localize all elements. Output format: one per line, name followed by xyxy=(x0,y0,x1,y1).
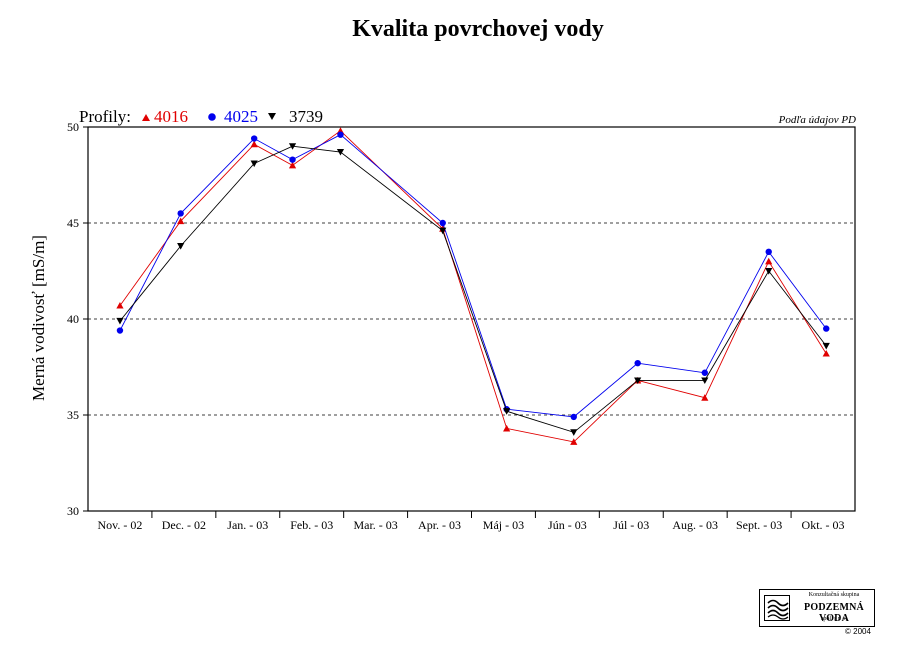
data-point-4025 xyxy=(439,219,446,227)
data-point-3739 xyxy=(116,317,124,325)
data-point-4016 xyxy=(822,349,830,357)
x-tick-label: Máj - 03 xyxy=(483,518,524,532)
data-point-3739 xyxy=(250,160,258,168)
data-point-3739 xyxy=(439,227,447,235)
x-tick-label: Mar. - 03 xyxy=(353,518,397,532)
logo-line-3: spol. s r. o. xyxy=(820,616,847,622)
data-point-4016 xyxy=(570,438,578,445)
data-point-3739 xyxy=(336,148,345,156)
series-3739 xyxy=(116,143,830,436)
data-point-4016 xyxy=(701,394,709,401)
legend-title: Profily: xyxy=(79,107,131,126)
y-tick-label: 45 xyxy=(67,216,79,230)
data-point-4016 xyxy=(765,257,773,265)
x-tick-label: Jan. - 03 xyxy=(227,518,268,532)
company-logo: Konzultačná skupina PODZEMNÁ VODA spol. … xyxy=(759,589,875,627)
legend-marker-4016 xyxy=(142,114,150,121)
copyright-text: © 2004 xyxy=(845,627,871,636)
legend-label-4025: 4025 xyxy=(224,107,258,126)
y-axis-ticks: 30 35 40 45 50 xyxy=(67,120,88,518)
data-point-4016 xyxy=(503,424,511,432)
series-4025 xyxy=(116,131,830,421)
data-point-4025 xyxy=(250,135,258,142)
y-tick-label: 40 xyxy=(67,312,79,326)
x-tick-label: Nov. - 02 xyxy=(98,518,143,532)
data-point-3739 xyxy=(765,268,773,275)
data-point-4016 xyxy=(250,140,258,148)
data-point-4025 xyxy=(765,248,772,255)
gridlines xyxy=(88,222,855,416)
data-point-3739 xyxy=(288,143,297,150)
data-point-3739 xyxy=(634,377,642,385)
logo-line-1: Konzultačná skupina xyxy=(808,592,860,598)
logo-mark-icon xyxy=(764,595,790,621)
source-note: Podľa údajov PD xyxy=(778,114,856,126)
series-line-3739 xyxy=(119,145,827,433)
legend-marker-3739 xyxy=(268,113,276,120)
x-axis-ticks: Nov. - 02 Dec. - 02 Jan. - 03 Feb. - 03 Mar.… xyxy=(98,511,845,532)
data-point-4025 xyxy=(116,327,124,334)
data-point-4025 xyxy=(570,413,577,421)
series-line-4025 xyxy=(119,134,827,418)
data-point-4025 xyxy=(177,210,184,217)
x-tick-label: Feb. - 03 xyxy=(290,518,333,532)
y-tick-label: 50 xyxy=(67,120,79,134)
x-tick-label: Apr. - 03 xyxy=(418,518,461,532)
data-point-3739 xyxy=(503,408,511,415)
x-tick-label: Dec. - 02 xyxy=(162,518,206,532)
y-tick-label: 35 xyxy=(67,408,79,422)
data-point-4016 xyxy=(116,301,124,309)
data-point-4025 xyxy=(823,325,830,332)
data-series xyxy=(116,127,830,445)
x-tick-label: Júl - 03 xyxy=(613,518,649,532)
chart-title: Kvalita povrchovej vody xyxy=(352,16,604,42)
x-tick-label: Jún - 03 xyxy=(548,518,587,532)
data-point-4016 xyxy=(177,217,185,225)
x-tick-label: Aug. - 03 xyxy=(672,518,718,532)
data-point-3739 xyxy=(570,429,578,436)
data-point-4016 xyxy=(288,161,297,169)
data-point-3739 xyxy=(177,243,185,250)
legend-marker-4025 xyxy=(208,113,216,121)
data-point-4025 xyxy=(634,359,641,367)
legend-label-4016: 4016 xyxy=(154,107,188,126)
data-point-4025 xyxy=(337,131,344,138)
data-point-3739 xyxy=(822,342,830,350)
plot-frame xyxy=(87,126,856,512)
y-axis-label: Merná vodivosť [mS/m] xyxy=(29,235,48,401)
logo-line-2: PODZEMNÁ VODA xyxy=(804,602,864,624)
data-point-4025 xyxy=(289,156,296,163)
series-line-4016 xyxy=(119,130,827,443)
x-tick-label: Okt. - 03 xyxy=(802,518,845,532)
data-point-3739 xyxy=(701,377,709,385)
data-point-4025 xyxy=(701,369,708,376)
series-4016 xyxy=(116,127,830,445)
legend: Profily: 4016 4025 3739 xyxy=(79,107,323,126)
x-tick-label: Sept. - 03 xyxy=(736,518,782,532)
y-tick-label: 30 xyxy=(67,504,79,518)
legend-label-3739: 3739 xyxy=(289,107,323,126)
